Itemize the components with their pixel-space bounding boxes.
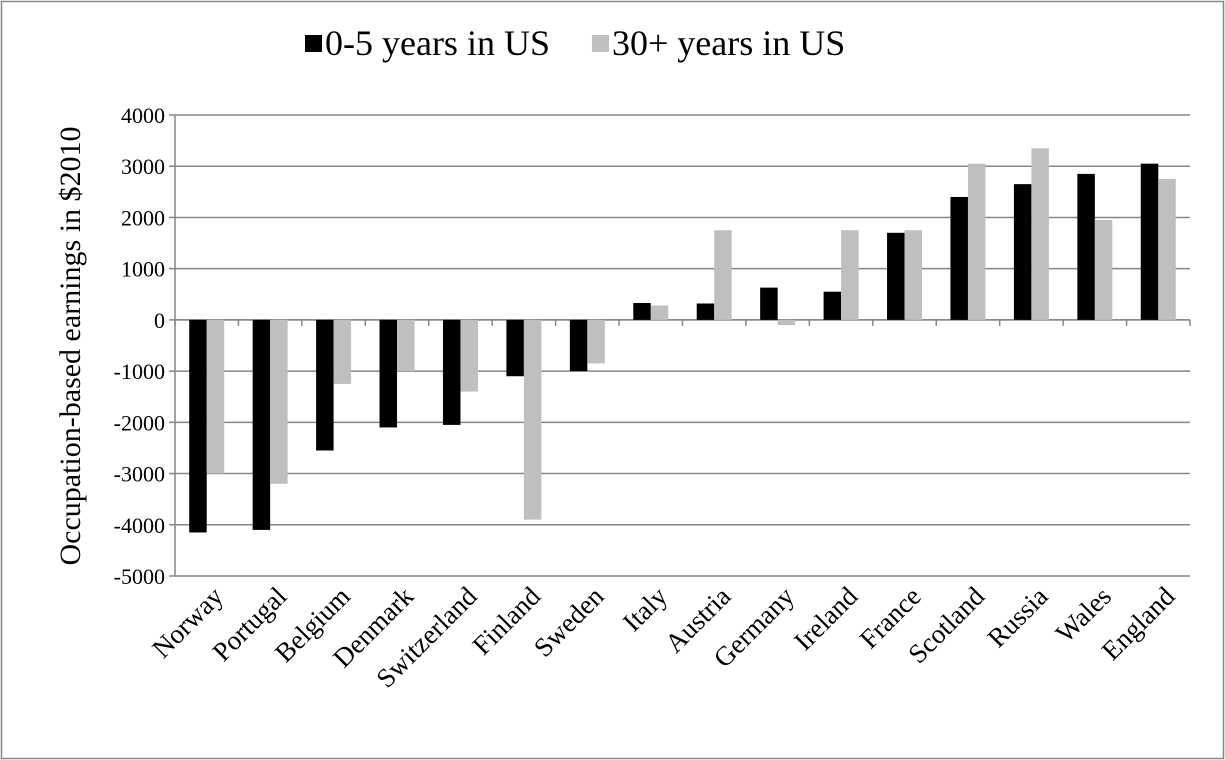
bar	[823, 291, 842, 320]
y-tick-label: 4000	[121, 103, 165, 128]
bar	[714, 230, 732, 320]
bar	[333, 319, 352, 384]
bar	[506, 319, 524, 377]
bar	[887, 232, 905, 320]
bar	[270, 319, 288, 484]
bar	[777, 319, 796, 326]
bar	[460, 319, 478, 392]
y-tick-label: -4000	[114, 513, 165, 538]
bar	[397, 319, 415, 372]
y-tick-label: -2000	[114, 410, 165, 435]
bar	[760, 287, 778, 320]
bar	[206, 319, 225, 474]
bar	[1077, 173, 1095, 320]
bar	[650, 305, 669, 320]
y-tick-label: 3000	[121, 154, 165, 179]
bar	[1031, 148, 1049, 320]
bar	[841, 230, 859, 320]
bar	[379, 319, 398, 428]
bar	[252, 319, 271, 530]
bar	[904, 230, 923, 320]
legend-swatch	[591, 35, 609, 52]
bar	[189, 319, 207, 533]
bar	[1013, 184, 1032, 320]
legend-swatch	[305, 35, 322, 52]
bar	[587, 319, 605, 364]
y-tick-label: -5000	[114, 564, 165, 589]
bar	[1094, 220, 1113, 320]
bar	[316, 319, 334, 451]
y-axis-label: Occupation-based earnings in $2010	[54, 126, 87, 565]
bar	[696, 303, 715, 320]
bar	[950, 196, 968, 320]
legend-label: 30+ years in US	[612, 23, 845, 63]
bar	[569, 319, 588, 372]
y-tick-label: 0	[154, 308, 165, 333]
y-tick-label: -3000	[114, 462, 165, 487]
y-tick-label: 2000	[121, 205, 165, 230]
bar	[1158, 179, 1176, 320]
bar	[523, 319, 542, 520]
bar	[1140, 163, 1159, 320]
bar	[633, 302, 651, 320]
bar	[442, 319, 461, 425]
y-tick-label: 1000	[121, 257, 165, 282]
legend-label: 0-5 years in US	[325, 23, 550, 63]
y-tick-label: -1000	[114, 359, 165, 384]
bar	[967, 163, 986, 320]
